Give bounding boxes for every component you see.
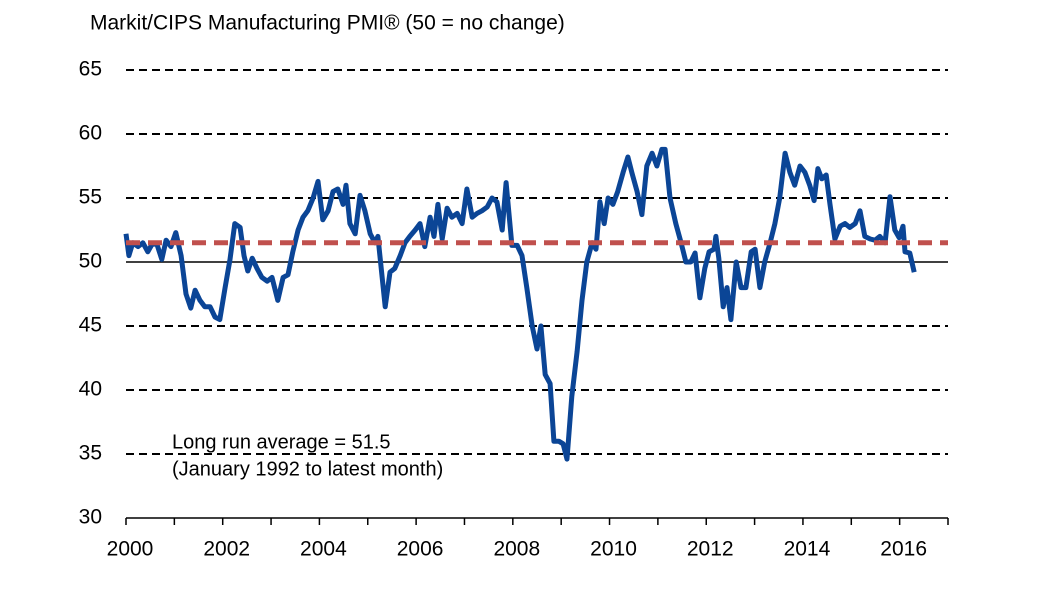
annotation: (January 1992 to latest month) bbox=[172, 458, 443, 480]
chart-title: Markit/CIPS Manufacturing PMI® (50 = no … bbox=[90, 12, 565, 35]
y-tick-label: 35 bbox=[79, 442, 102, 465]
y-tick-label: 40 bbox=[79, 378, 102, 401]
x-tick-label: 2008 bbox=[493, 538, 540, 561]
y-tick-label: 55 bbox=[79, 186, 102, 209]
x-tick-label: 2010 bbox=[590, 538, 637, 561]
x-tick-label: 2006 bbox=[397, 538, 444, 561]
y-tick-label: 60 bbox=[79, 122, 102, 145]
pmi-line bbox=[123, 146, 917, 462]
x-tick-label: 2012 bbox=[687, 538, 734, 561]
y-tick-label: 65 bbox=[79, 58, 102, 81]
x-tick-label: 2014 bbox=[784, 538, 831, 561]
y-tick-label: 50 bbox=[79, 250, 102, 273]
x-tick-label: 2000 bbox=[107, 538, 154, 561]
x-tick-label: 2002 bbox=[203, 538, 250, 561]
annotation: Long run average = 51.5 bbox=[172, 431, 391, 453]
x-tick-label: 2016 bbox=[880, 538, 927, 561]
y-tick-label: 30 bbox=[79, 506, 102, 529]
y-tick-label: 45 bbox=[79, 314, 102, 337]
x-tick-label: 2004 bbox=[300, 538, 347, 561]
